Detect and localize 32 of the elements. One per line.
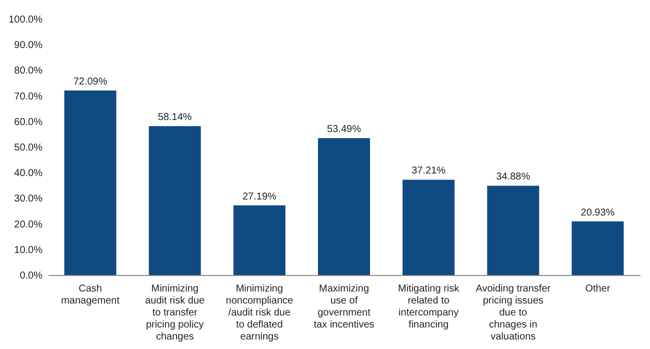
bar [64,90,116,275]
x-tick-label: Maximizing use of government tax incentives [314,284,374,330]
bar [318,138,370,275]
y-tick-label: 90.0% [14,40,43,52]
bar [402,180,455,275]
bar [572,221,624,275]
y-tick-label: 30.0% [14,194,43,205]
data-label: 27.19% [242,191,276,202]
x-tick-label: Avoiding transfer pricing issues due to chnages in valuations [476,284,552,342]
bar [148,126,201,275]
x-tick-label: Cash management [61,284,120,306]
data-label: 58.14% [158,112,192,124]
x-tick-label: Minimizing audit risk due to transfer pricing policy changes [145,284,206,342]
y-tick-label: 60.0% [14,116,43,128]
data-label: 20.93% [580,207,615,218]
bar [233,205,286,275]
y-tick-label: 50.0% [14,142,43,154]
data-label: 37.21% [412,166,446,177]
bar [487,186,540,275]
y-tick-label: 40.0% [14,168,43,180]
y-tick-label: 10.0% [14,244,43,256]
y-tick-label: 100.0% [8,14,43,26]
y-tick-label: 80.0% [14,66,43,77]
data-label: 34.88% [496,172,530,183]
x-tick-label: Other [585,284,611,294]
y-tick-label: 70.0% [14,91,43,102]
data-label: 72.09% [73,76,108,88]
x-tick-label: Minimizing noncompliance /audit risk due to deflated earnings [226,284,294,342]
y-tick-label: 0.0% [20,270,43,282]
x-tick-label: Mitigating risk related to intercompany financing [398,284,460,330]
data-label: 53.49% [327,124,362,136]
y-tick-label: 20.0% [14,219,43,230]
